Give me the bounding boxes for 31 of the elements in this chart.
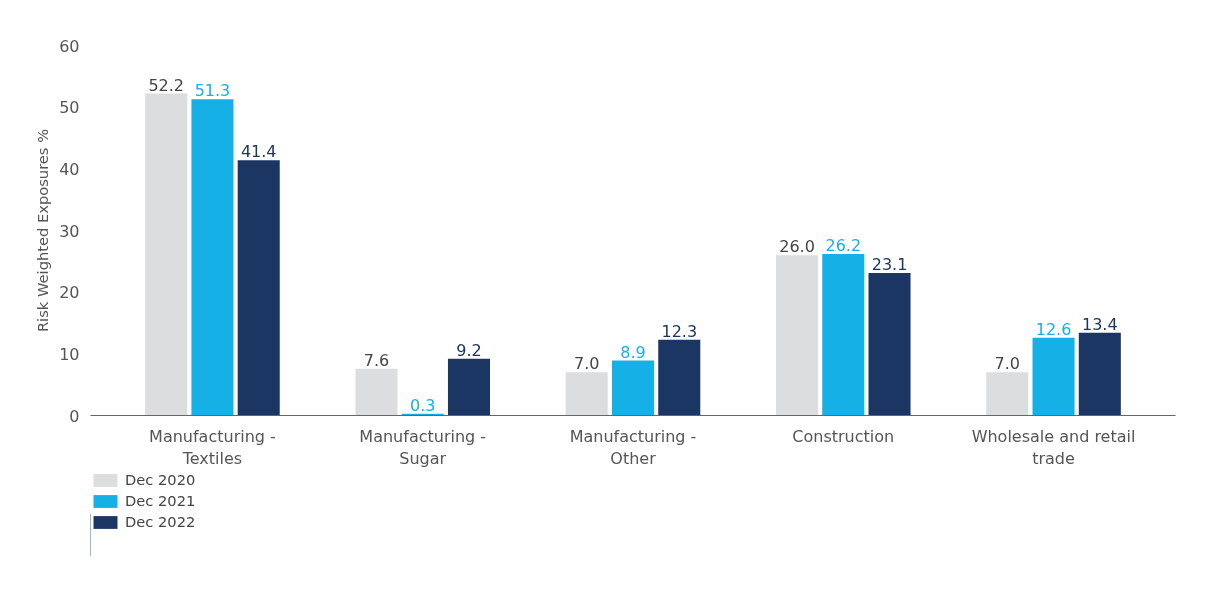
legend-label: Dec 2022 [125,513,196,530]
y-tick-label: 50 [59,98,80,118]
x-tick-label: Wholesale and retail trade [971,426,1136,469]
data-label: 9.2 [456,340,482,360]
data-label: 41.4 [240,142,277,162]
data-label: 7.6 [363,350,390,370]
data-label: 0.3 [410,395,436,415]
data-label: 8.9 [620,342,646,362]
data-label: 12.3 [661,321,698,341]
y-tick-label: 20 [59,283,80,303]
y-tick-label: 60 [59,36,80,56]
data-label: 52.2 [148,75,185,95]
data-label: 13.4 [1081,314,1118,334]
y-tick-label: 30 [59,221,80,241]
y-tick-label: 10 [59,344,80,364]
y-tick-label: 0 [69,406,80,426]
data-label: 12.6 [1035,319,1072,339]
data-label: 51.3 [194,81,231,101]
x-tick-label: Manufacturing - Other [569,426,697,469]
legend-label: Dec 2020 [125,471,196,488]
data-label: 7.0 [574,354,600,374]
x-tick-label: Manufacturing - Sugar [359,426,487,469]
x-tick-label: Manufacturing - Textiles [149,426,276,469]
data-label: 26.0 [779,237,815,257]
y-axis-title: Risk Weighted Exposures % [34,128,52,333]
data-label: 7.0 [994,354,1021,374]
y-tick-label: 40 [59,159,80,179]
x-tick-label: Construction [792,426,895,446]
data-label: 23.1 [871,255,908,275]
data-label: 26.2 [825,235,862,255]
legend-label: Dec 2021 [125,492,196,509]
